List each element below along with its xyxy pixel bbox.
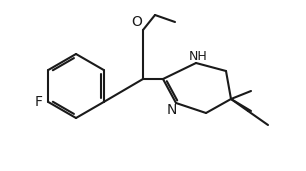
Text: O: O [132, 15, 142, 29]
Text: N: N [167, 103, 177, 117]
Text: F: F [34, 95, 42, 109]
Text: NH: NH [188, 50, 207, 63]
